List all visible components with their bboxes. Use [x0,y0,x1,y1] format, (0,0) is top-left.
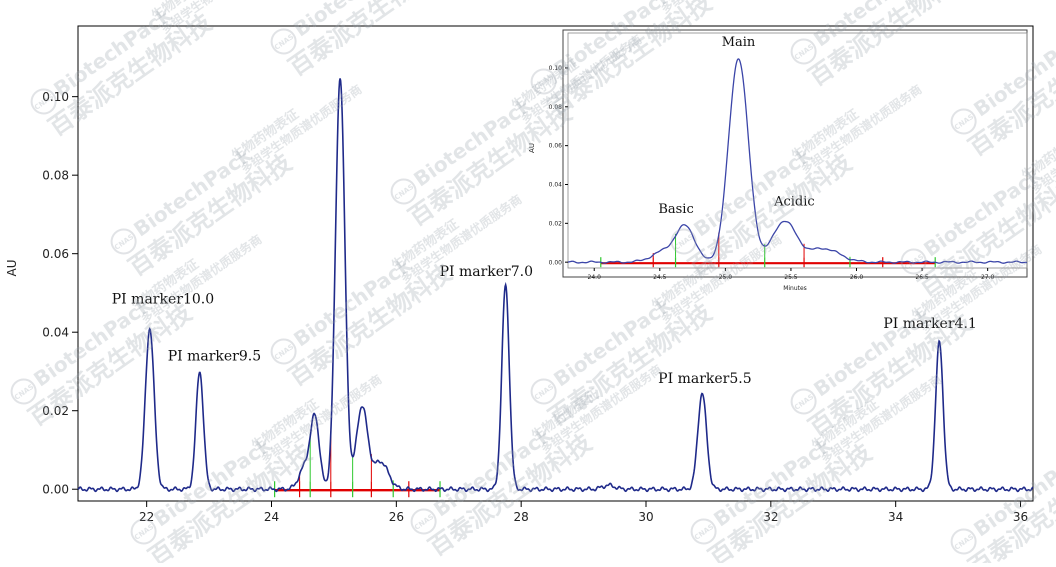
cnas-badge-icon [950,108,977,135]
x-tick-label: 28 [514,510,529,524]
inset-y-axis: 0.00 0.02 0.04 0.06 0.08 0.10 [549,65,568,266]
y-tick-label: 0.08 [42,168,69,182]
cnas-badge-icon [670,228,697,255]
peak-annotation: PI marker10.0 [112,291,214,307]
cnas-badge-icon [790,388,817,415]
main-y-axis-label: AU [5,260,19,277]
peak-annotation: PI marker7.0 [440,264,533,280]
x-tick-label: 25.5 [784,274,798,281]
main-series-line [77,78,1034,493]
inset-x-axis-label: Minutes [783,285,807,292]
x-tick-label: 26 [389,510,404,524]
y-tick-label: 0.02 [549,220,563,227]
y-tick-label: 0.10 [549,65,563,72]
peak-annotation: PI marker4.1 [883,316,976,332]
main-peak-labels: PI marker10.0 PI marker9.5 PI marker7.0 PI … [112,264,977,387]
x-tick-label: 24.0 [588,274,602,281]
y-tick-label: 0.00 [549,259,563,266]
x-tick-label: 24 [264,510,279,524]
y-tick-label: 0.02 [42,404,69,418]
x-tick-label: 27.0 [981,274,995,281]
cnas-badge-icon [110,228,137,255]
cnas-badge-icon [790,38,817,65]
cnas-badge-icon [30,88,57,115]
x-tick-label: 26.0 [850,274,864,281]
y-tick-label: 0.00 [42,482,69,496]
main-y-axis: 0.00 0.02 0.04 0.06 0.08 0.10 [42,90,78,496]
watermark-stamp: CNASBiotechPack生物药物表征多组学生物质谱优质服务商百泰派克生物科… [270,0,458,82]
y-tick-label: 0.08 [549,104,563,111]
inset-series-line [567,58,1028,264]
cnas-badge-icon [530,68,557,95]
x-tick-label: 34 [888,510,903,524]
y-tick-label: 0.06 [42,247,69,261]
y-tick-label: 0.10 [42,90,69,104]
x-tick-label: 24.5 [653,274,667,281]
main-chromatogram: 0.00 0.02 0.04 0.06 0.08 0.10 22 24 26 28 30 32 34 3… [5,25,1034,524]
cnas-badge-icon [270,28,297,55]
y-tick-label: 0.04 [42,325,69,339]
watermark-stamp: CNASBiotechPack生物药物表征多组学生物质谱优质服务商百泰派克生物科… [270,191,524,392]
x-tick-label: 36 [1013,510,1028,524]
inset-y-axis-label: AU [528,143,536,153]
x-tick-label: 25.0 [719,274,733,281]
watermark-stamp: CNASBiotechPack生物药物表征多组学生物质谱优质服务商百泰派克生物科… [130,371,384,567]
x-tick-label: 26.5 [915,274,929,281]
peak-annotation: PI marker5.5 [658,371,751,387]
peak-annotation: Acidic [773,194,815,209]
inset-chromatogram: 0.00 0.02 0.04 0.06 0.08 0.10 24.0 24.5 25.0 25.… [528,29,1028,292]
cnas-badge-icon [900,248,927,275]
x-tick-label: 22 [139,510,154,524]
peak-annotation: Main [722,35,756,50]
watermark-stamp: CNASBiotechPack生物药物表征多组学生物质谱优质服务商百泰派克生物科… [950,442,1056,567]
main-x-axis: 22 24 26 28 30 32 34 36 [139,501,1028,524]
cnas-badge-icon [410,508,437,535]
watermark-line: 多组学生物质谱优质服务商 [238,81,365,176]
cnas-badge-icon [10,378,37,405]
inset-plot-frame [567,32,1028,269]
cnas-badge-icon [130,518,157,545]
cnas-badge-icon [270,338,297,365]
cnas-badge-icon [690,518,717,545]
x-tick-label: 32 [763,510,778,524]
x-tick-label: 30 [638,510,653,524]
main-plot-frame [77,25,1034,502]
y-tick-label: 0.06 [549,143,563,150]
inset-peak-labels: Main Basic Acidic [658,35,814,217]
cnas-badge-icon [390,178,417,205]
y-tick-label: 0.04 [549,182,563,189]
inset-x-axis: 24.0 24.5 25.0 25.5 26.0 26.5 27.0 [588,268,995,281]
cnas-badge-icon [530,378,557,405]
peak-annotation: Basic [658,202,693,217]
watermark-stamp: CNASBiotechPack生物药物表征多组学生物质谱优质服务商百泰派克生物科… [30,0,284,142]
inset-outer-frame [562,29,1028,278]
peak-annotation: PI marker9.5 [168,348,261,364]
cnas-badge-icon [950,528,977,555]
